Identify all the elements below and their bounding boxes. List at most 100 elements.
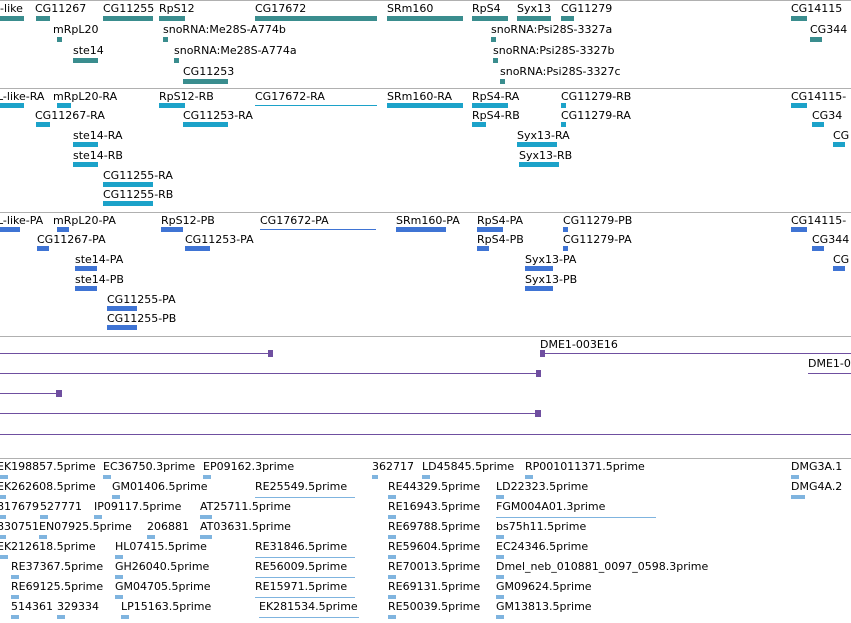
feature-intron-line[interactable]: [496, 517, 656, 518]
feature-label[interactable]: CG11279-RA: [561, 109, 631, 122]
feature-intron-line[interactable]: [540, 353, 851, 354]
feature-glyph[interactable]: [561, 122, 566, 127]
feature-label[interactable]: FGM004A01.3prime: [496, 500, 606, 513]
clone-end-marker[interactable]: [536, 370, 541, 377]
clone-end-marker[interactable]: [540, 350, 545, 357]
feature-label[interactable]: EP09162.3prime: [203, 460, 295, 473]
feature-glyph[interactable]: [73, 162, 98, 167]
feature-label[interactable]: RE69125.5prime: [11, 580, 104, 593]
feature-label[interactable]: 817679: [0, 500, 39, 513]
feature-glyph[interactable]: [388, 575, 396, 579]
feature-label[interactable]: SRm160-RA: [387, 90, 453, 103]
feature-glyph[interactable]: [57, 37, 62, 42]
feature-glyph[interactable]: [107, 306, 137, 311]
feature-intron-line[interactable]: [0, 393, 62, 394]
feature-label[interactable]: GM04705.5prime: [115, 580, 211, 593]
feature-intron-line[interactable]: [0, 413, 540, 414]
feature-label[interactable]: ste14-RB: [73, 149, 123, 162]
feature-glyph[interactable]: [387, 103, 463, 108]
feature-label[interactable]: RE16943.5prime: [388, 500, 481, 513]
feature-label[interactable]: snoRNA:Me28S-A774a: [174, 44, 297, 57]
feature-label[interactable]: RpS4-RA: [472, 90, 520, 103]
feature-label[interactable]: CG344: [812, 233, 850, 246]
feature-label[interactable]: snoRNA:Me28S-A774b: [163, 23, 286, 36]
feature-label[interactable]: SRm160: [387, 2, 434, 15]
feature-label[interactable]: GH26040.5prime: [115, 560, 210, 573]
feature-glyph[interactable]: [115, 555, 123, 559]
feature-label[interactable]: DMG3A.1: [791, 460, 843, 473]
feature-glyph[interactable]: [833, 142, 845, 147]
feature-glyph[interactable]: [388, 615, 396, 619]
feature-glyph[interactable]: [183, 79, 228, 84]
feature-glyph[interactable]: [115, 595, 123, 599]
feature-label[interactable]: EK281534.5prime: [259, 600, 358, 613]
feature-glyph[interactable]: [57, 615, 65, 619]
feature-label[interactable]: RpS4-RB: [472, 109, 520, 122]
feature-label[interactable]: RP001011371.5prime: [525, 460, 645, 473]
feature-label[interactable]: CG11255: [103, 2, 155, 15]
feature-label[interactable]: CG11255-RB: [103, 188, 174, 201]
feature-label[interactable]: RpS4-PB: [477, 233, 524, 246]
feature-label[interactable]: EN07925.5prime: [39, 520, 132, 533]
feature-glyph[interactable]: [472, 16, 508, 21]
feature-label[interactable]: 206881: [147, 520, 189, 533]
feature-glyph[interactable]: [812, 122, 824, 127]
feature-glyph[interactable]: [11, 595, 19, 599]
feature-glyph[interactable]: [0, 227, 20, 232]
feature-intron-line[interactable]: [255, 557, 355, 558]
feature-glyph[interactable]: [174, 58, 179, 63]
feature-glyph[interactable]: [75, 266, 97, 271]
feature-glyph[interactable]: [472, 103, 508, 108]
feature-label[interactable]: CG11279: [561, 2, 613, 15]
feature-glyph[interactable]: [161, 227, 183, 232]
feature-label[interactable]: bs75h11.5prime: [496, 520, 587, 533]
feature-glyph[interactable]: [0, 495, 6, 499]
feature-label[interactable]: RpS12-RB: [159, 90, 214, 103]
feature-glyph[interactable]: [57, 227, 69, 232]
feature-glyph[interactable]: [812, 246, 824, 251]
feature-intron-line[interactable]: [255, 577, 355, 578]
feature-glyph[interactable]: [791, 16, 807, 21]
feature-label[interactable]: 830751: [0, 520, 39, 533]
feature-glyph[interactable]: [107, 325, 137, 330]
feature-glyph[interactable]: [40, 515, 48, 519]
feature-glyph[interactable]: [163, 37, 168, 42]
feature-glyph[interactable]: [496, 615, 504, 619]
feature-glyph[interactable]: [491, 37, 496, 42]
feature-glyph[interactable]: [496, 555, 504, 559]
feature-intron-line[interactable]: [0, 434, 851, 435]
feature-label[interactable]: 329334: [57, 600, 99, 613]
feature-label[interactable]: GM01406.5prime: [112, 480, 208, 493]
feature-intron-line[interactable]: [0, 353, 272, 354]
feature-glyph[interactable]: [11, 615, 19, 619]
feature-label[interactable]: ste14-RA: [73, 129, 123, 142]
feature-label[interactable]: RpS12-PB: [161, 214, 215, 227]
feature-label[interactable]: RE56009.5prime: [255, 560, 348, 573]
feature-glyph[interactable]: [37, 246, 49, 251]
feature-glyph[interactable]: [833, 266, 845, 271]
feature-glyph[interactable]: [112, 495, 120, 499]
feature-intron-line[interactable]: [0, 373, 540, 374]
feature-label[interactable]: 527771: [40, 500, 82, 513]
feature-label[interactable]: CG14115-: [791, 214, 847, 227]
feature-label[interactable]: GM09624.5prime: [496, 580, 592, 593]
feature-label[interactable]: L-like-RA: [0, 90, 45, 103]
feature-glyph[interactable]: [496, 535, 504, 539]
feature-glyph[interactable]: [517, 16, 551, 21]
feature-glyph[interactable]: [388, 595, 396, 599]
feature-label[interactable]: HL07415.5prime: [115, 540, 207, 553]
feature-glyph[interactable]: [200, 535, 212, 539]
feature-label[interactable]: RpS4: [472, 2, 501, 15]
feature-label[interactable]: snoRNA:Psi28S-3327a: [491, 23, 613, 36]
feature-glyph[interactable]: [387, 16, 463, 21]
feature-glyph[interactable]: [496, 495, 504, 499]
feature-glyph[interactable]: [0, 475, 8, 479]
feature-glyph[interactable]: [115, 575, 123, 579]
feature-glyph[interactable]: [519, 162, 559, 167]
feature-intron-line[interactable]: [255, 105, 377, 106]
clone-end-marker[interactable]: [535, 410, 541, 417]
feature-label[interactable]: RE25549.5prime: [255, 480, 348, 493]
feature-label[interactable]: RE69131.5prime: [388, 580, 481, 593]
feature-label[interactable]: LP15163.5prime: [121, 600, 212, 613]
feature-glyph[interactable]: [94, 515, 102, 519]
